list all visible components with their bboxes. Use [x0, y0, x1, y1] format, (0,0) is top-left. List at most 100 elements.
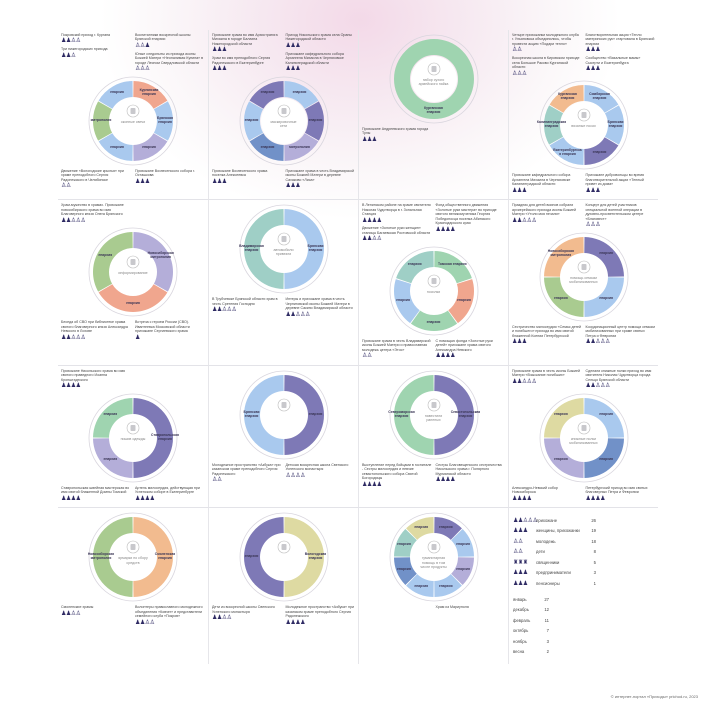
topic-glyph-icon: [581, 263, 586, 270]
annotations-bottom: Храм из Мариуполя: [362, 605, 505, 609]
legend-row: ♟♟♟ предприниматели 3: [513, 569, 599, 577]
segment-label: епархия: [599, 251, 614, 256]
annotations-top: Покровский приход г. Кургана ♟♟♙♙ Три ниже…: [61, 33, 205, 73]
annotation-text: Концерт для детей участников специальной…: [585, 203, 644, 221]
annotation: Сестричество милосердия «Семья детей и п…: [512, 325, 582, 346]
legend-value: 8: [593, 549, 596, 555]
annotation: Прихожане храма в честь Владимирской ико…: [362, 339, 432, 360]
annotation: Сообщество «Вязальные мамы» Сысерти и Ек…: [586, 56, 656, 73]
annotation-text: Артель милосердия, действующая при Успен…: [135, 485, 200, 495]
donut-center: [560, 102, 607, 149]
annotation-text: Прихожане храма в честь Владимирской ико…: [285, 168, 355, 182]
annotation-text: Прихожане кафедрального собора Архангела…: [285, 51, 344, 65]
segment-label: Курганская епархия: [139, 87, 159, 96]
segment-label: епархия: [599, 296, 614, 301]
annotation: Приход Никольского храма села Ораны Ниже…: [286, 33, 356, 50]
participants-icon: ♟: [135, 334, 140, 341]
participants-icon: ♟♟♟♟: [61, 495, 81, 502]
annotations-bottom: Александро-Невский собор Новосибирска ♟♟♟…: [512, 486, 655, 503]
donut-segment: [93, 101, 113, 141]
donut-segment: [543, 105, 563, 145]
month-row: февраль 11: [513, 616, 553, 624]
segment-label: Новосибирская митрополия: [147, 251, 174, 260]
donut-graphic: [539, 393, 628, 483]
initiative-cell: епархия Брянская епархия Молодежное простр…: [208, 365, 358, 509]
legend-months: январь 27 декабрь 12 февраль 11 октябрь 7 ноябрь…: [513, 595, 553, 656]
participants-icon: ♙♙♙: [512, 70, 527, 77]
participants-icon: ♟♟♙♙: [362, 236, 382, 243]
segment-label: епархия: [414, 584, 429, 589]
legend-value: 18: [591, 538, 596, 544]
outer-ring: [389, 513, 478, 602]
segment-label: епархия: [308, 117, 323, 122]
donut-segment: [133, 232, 173, 292]
segment-label: епархия: [260, 89, 275, 94]
donut-segment: [543, 236, 584, 277]
annotation: Прихожане Вознесенского храма поселка Ал…: [212, 169, 282, 186]
topic-title: помощь семьям мобилизованных: [569, 275, 598, 284]
participants-icon: ♙♙: [512, 47, 522, 54]
donut-segment: [405, 517, 434, 541]
participants-icon: ♟♟♟♟: [512, 495, 532, 502]
annotation: Прихожане кафедрального собора Архангела…: [512, 173, 582, 194]
initiative-cell: Брянская епархия Владимирская епархия авто…: [208, 200, 358, 366]
annotations-bottom: В Трубчевске Брянской области храм в чес…: [212, 297, 355, 318]
outer-ring: [239, 513, 328, 602]
segment-label: епархия: [396, 297, 410, 302]
annotation: Прихожане добровольцы во время благотвор…: [586, 173, 656, 194]
topic-glyph-icon: [281, 107, 286, 114]
annotations-bottom: Беседа об СВО при библиотеке храма свято…: [61, 320, 205, 341]
annotation-text: Движение «Вологодские крылья» при храме …: [61, 168, 124, 182]
legend-value: 26: [591, 517, 596, 523]
donut-chart: Томская епархия епархия епархия епархия епар…: [388, 245, 480, 337]
participants-icon: ♟♟♟♟: [435, 353, 456, 360]
annotation-text: Благотворительная акция «Тепло материнск…: [585, 33, 655, 46]
annotation: Воспитанники воскресной школы Брянской е…: [135, 33, 205, 50]
donut-segment: [98, 284, 168, 313]
donut-center: [560, 414, 607, 461]
segment-label: епархия: [142, 145, 156, 150]
annotation: Молодежное пространство «Азбука» при каз…: [212, 463, 282, 484]
donut-chart: епархия епархия епархия епархия книжные полк…: [538, 392, 630, 484]
participants-icon: ♟♟♟: [585, 66, 601, 73]
topic-glyph-icon: [130, 107, 136, 114]
initiative-cell: Покровский приход г. Кургана ♟♟♙♙ Три ниже…: [58, 30, 208, 201]
annotation: Ставропольская швейная мастерская во имя…: [61, 486, 131, 503]
topic-icon: [126, 255, 140, 269]
participants-icon: ♟♟♟: [285, 42, 301, 49]
donut-chart: епархия епархия митрополия епархия епархия еп…: [238, 75, 330, 167]
donut-segment: [304, 101, 324, 141]
annotation: Прихожане Андреевского храма города Тулы…: [362, 127, 432, 144]
annotations-bottom: Сестричество милосердия «Семья детей и п…: [512, 325, 655, 346]
initiative-cell: Прихожане храма в честь иконы Божией Мат…: [508, 365, 658, 509]
annotations-bottom: Прихожане Вознесенского храма поселка Ал…: [212, 169, 355, 190]
donut-chart: Курганская епархия Брянская епархия епархи…: [87, 75, 179, 167]
participant-icon: ♟♟♟: [513, 580, 528, 587]
donut-segment: [433, 574, 462, 598]
annotation-text: Прихожане добровольцы во время благотвор…: [585, 173, 644, 187]
annotation: Храм-мужество в храмах. Прихожане новоси…: [61, 203, 131, 224]
donut-graphic: [539, 80, 628, 170]
donut-graphic: [88, 393, 178, 483]
segment-label: Владимирская епархия: [239, 244, 264, 253]
annotation-text: Прихожане Вознесенского собора г. Осташк…: [135, 168, 195, 178]
participants-icon: ♟♟♟♟: [61, 383, 81, 390]
topic-icon: [126, 104, 140, 117]
month-row: ноябрь 3: [513, 637, 553, 645]
donut-center: [110, 249, 156, 296]
segment-label: Томская епархия: [438, 261, 467, 266]
participants-icon: ♟♟♟: [585, 47, 601, 54]
donut-center: [410, 391, 457, 438]
donut-graphic: [389, 34, 478, 124]
annotation: В Трубчевске Брянской области храм в чес…: [212, 297, 282, 314]
outer-ring: [389, 370, 478, 460]
annotation: Прихожане храма в честь Владимирской ико…: [286, 169, 356, 190]
donut-center: [110, 534, 156, 581]
annotation-text: Встреча с героем России (СВО). Ивантеевк…: [135, 320, 190, 334]
donut-graphic: [389, 370, 478, 460]
donut-segment: [393, 39, 474, 119]
outer-ring: [389, 34, 478, 124]
topic-glyph-icon: [130, 259, 136, 266]
outer-ring: [88, 227, 178, 317]
outer-ring: [88, 513, 178, 602]
